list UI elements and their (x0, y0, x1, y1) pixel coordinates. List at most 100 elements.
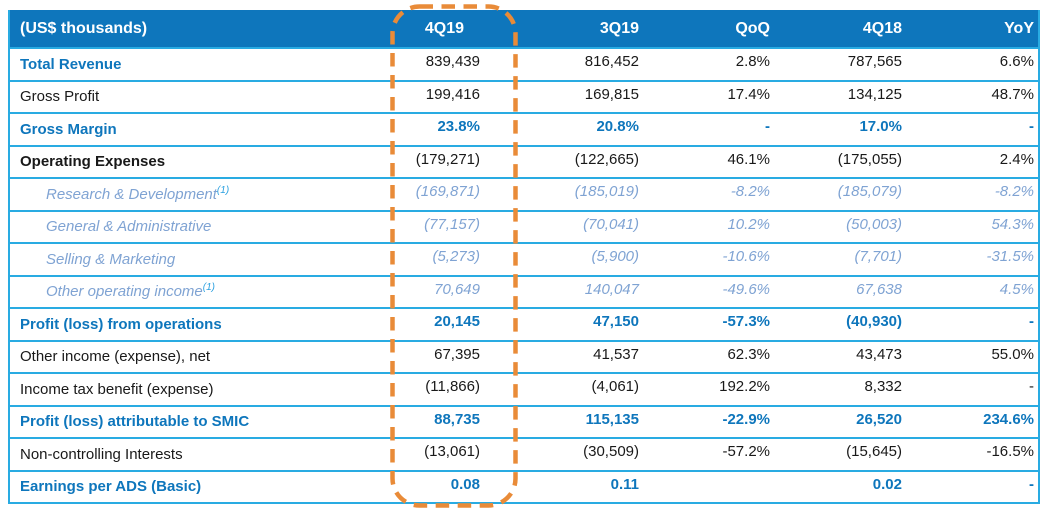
row-label: General & Administrative (9, 209, 386, 243)
table-row: Other income (expense), net 67,395 41,537 6… (9, 339, 1039, 373)
row-label: Profit (loss) from operations (9, 307, 386, 341)
cell-3q19: 140,047 (517, 274, 651, 308)
cell-4q19: (11,866) (386, 372, 517, 406)
cell-yoy: 4.5% (913, 274, 1039, 308)
cell-4q19: (169,871) (386, 177, 517, 211)
cell-3q19: 20.8% (517, 112, 651, 146)
cell-qoq: 10.2% (651, 209, 781, 243)
cell-4q18: 43,473 (781, 339, 913, 373)
cell-yoy: 234.6% (913, 404, 1039, 438)
table-body: Total Revenue 839,439 816,452 2.8% 787,565 6.… (9, 47, 1039, 503)
table-row: Profit (loss) from operations 20,145 47,15… (9, 307, 1039, 341)
cell-3q19: (30,509) (517, 437, 651, 471)
cell-yoy: 48.7% (913, 79, 1039, 113)
row-label-text: Profit (loss) from operations (20, 315, 222, 333)
cell-qoq: 2.8% (651, 47, 781, 81)
row-label: Gross Profit (9, 79, 386, 113)
cell-3q19: 47,150 (517, 307, 651, 341)
table-row: Research & Development(1) (169,871) (185,0… (9, 177, 1039, 211)
cell-4q19: 88,735 (386, 404, 517, 438)
cell-3q19: 41,537 (517, 339, 651, 373)
row-label: Other income (expense), net (9, 339, 386, 373)
cell-3q19: (4,061) (517, 372, 651, 406)
table-row: General & Administrative (77,157) (70,041)… (9, 209, 1039, 243)
header-row: (US$ thousands) 4Q19 3Q19 QoQ 4Q18 YoY (9, 10, 1039, 48)
table-row: Other operating income(1) 70,649 140,047 -4… (9, 274, 1039, 308)
cell-4q18: (40,930) (781, 307, 913, 341)
row-label: Gross Margin (9, 112, 386, 146)
column-header-3q19: 3Q19 (517, 10, 651, 48)
table-row: Profit (loss) attributable to SMIC 88,735… (9, 404, 1039, 438)
cell-yoy: 6.6% (913, 47, 1039, 81)
footnote-marker: (1) (216, 184, 230, 196)
cell-qoq: - (651, 112, 781, 146)
cell-4q18: (175,055) (781, 144, 913, 178)
row-label: Operating Expenses (9, 144, 386, 178)
row-label-text: Other operating income (46, 283, 203, 301)
cell-qoq: 192.2% (651, 372, 781, 406)
cell-3q19: (185,019) (517, 177, 651, 211)
cell-4q19: (77,157) (386, 209, 517, 243)
cell-qoq: -49.6% (651, 274, 781, 308)
row-label-text: Total Revenue (20, 55, 122, 73)
cell-qoq: -8.2% (651, 177, 781, 211)
table-row: Earnings per ADS (Basic) 0.08 0.11 0.02- (9, 469, 1039, 503)
table-row: Total Revenue 839,439 816,452 2.8% 787,565 6.… (9, 47, 1039, 81)
cell-qoq: 46.1% (651, 144, 781, 178)
cell-4q18: 67,638 (781, 274, 913, 308)
cell-qoq: -22.9% (651, 404, 781, 438)
row-label-text: Non-controlling Interests (20, 445, 183, 463)
table-row: Selling & Marketing (5,273) (5,900) -10.6%(… (9, 242, 1039, 276)
cell-4q18: (7,701) (781, 242, 913, 276)
row-label-text: Gross Margin (20, 120, 117, 138)
row-label-text: Operating Expenses (20, 153, 166, 171)
cell-4q18: (15,645) (781, 437, 913, 471)
cell-yoy: -8.2% (913, 177, 1039, 211)
unit-label: (US$ thousands) (9, 10, 386, 48)
cell-qoq: 62.3% (651, 339, 781, 373)
cell-4q18: 8,332 (781, 372, 913, 406)
row-label: Total Revenue (9, 47, 386, 81)
table-row: Gross Profit 199,416 169,815 17.4% 134,125 48… (9, 79, 1039, 113)
cell-4q19: 67,395 (386, 339, 517, 373)
cell-4q19: (5,273) (386, 242, 517, 276)
cell-yoy: -16.5% (913, 437, 1039, 471)
row-label-text: Gross Profit (20, 88, 100, 106)
cell-4q18: 17.0% (781, 112, 913, 146)
row-label-text: General & Administrative (46, 218, 212, 236)
footnote-marker: (1) (202, 282, 215, 294)
cell-4q19: 0.08 (386, 469, 517, 503)
quarterly-results-table: (US$ thousands) 4Q19 3Q19 QoQ 4Q18 YoY Total… (8, 10, 1040, 504)
cell-4q19: 20,145 (386, 307, 517, 341)
column-header-4q19: 4Q19 (386, 10, 517, 48)
cell-yoy: 2.4% (913, 144, 1039, 178)
column-header-qoq: QoQ (651, 10, 781, 48)
cell-yoy: - (913, 372, 1039, 406)
cell-qoq (651, 469, 781, 503)
table-row: Non-controlling Interests (13,061) (30,509… (9, 437, 1039, 471)
cell-4q19: 70,649 (386, 274, 517, 308)
column-header-4q18: 4Q18 (781, 10, 913, 48)
row-label-text: Selling & Marketing (46, 250, 176, 268)
table-row: Income tax benefit (expense) (11,866) (4,0… (9, 372, 1039, 406)
cell-4q18: (50,003) (781, 209, 913, 243)
cell-3q19: 169,815 (517, 79, 651, 113)
row-label: Other operating income(1) (9, 274, 386, 308)
cell-yoy: - (913, 307, 1039, 341)
cell-4q18: 787,565 (781, 47, 913, 81)
cell-yoy: 54.3% (913, 209, 1039, 243)
cell-4q18: (185,079) (781, 177, 913, 211)
cell-4q18: 0.02 (781, 469, 913, 503)
cell-4q19: 23.8% (386, 112, 517, 146)
cell-4q19: (13,061) (386, 437, 517, 471)
row-label-text: Profit (loss) attributable to SMIC (20, 413, 250, 431)
cell-qoq: -10.6% (651, 242, 781, 276)
row-label: Earnings per ADS (Basic) (9, 469, 386, 503)
cell-3q19: 816,452 (517, 47, 651, 81)
cell-4q19: 839,439 (386, 47, 517, 81)
cell-4q19: 199,416 (386, 79, 517, 113)
cell-4q18: 134,125 (781, 79, 913, 113)
cell-4q18: 26,520 (781, 404, 913, 438)
row-label-text: Research & Development (46, 185, 217, 203)
